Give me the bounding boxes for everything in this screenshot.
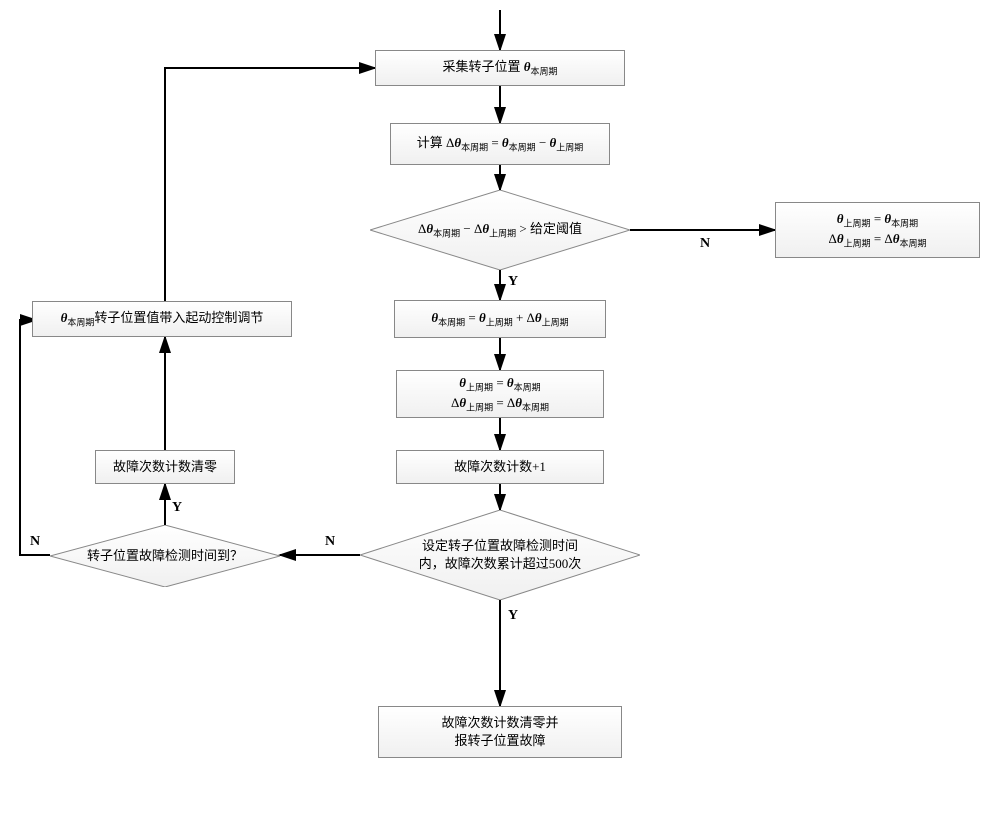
flow-decision-d1: Δθ本周期 − Δθ上周期 > 给定阈值 <box>370 190 630 270</box>
node-text: θ本周期转子位置值带入起动控制调节 <box>61 309 264 329</box>
edge-label-n_d1: N <box>700 236 710 252</box>
flow-decision-d2: 设定转子位置故障检测时间内，故障次数累计超过500次 <box>360 510 640 600</box>
flow-decision-d3: 转子位置故障检测时间到？ <box>50 525 280 587</box>
connector <box>20 320 50 555</box>
edge-label-y3: Y <box>172 500 182 516</box>
flow-node-n8: 故障次数计数清零 <box>95 450 235 484</box>
edge-label-y2: Y <box>508 608 518 624</box>
node-text: 故障次数计数+1 <box>454 458 546 476</box>
edge-label-n_d2: N <box>325 534 335 550</box>
connector <box>165 68 375 301</box>
flow-node-n9: θ本周期转子位置值带入起动控制调节 <box>32 301 292 337</box>
node-text: 采集转子位置 θ本周期 <box>442 58 557 78</box>
node-text: θ上周期 = θ本周期Δθ上周期 = Δθ本周期 <box>451 374 549 414</box>
node-text: 计算 Δθ本周期 = θ本周期 − θ上周期 <box>417 134 584 154</box>
node-text: 故障次数计数清零 <box>113 458 217 476</box>
edge-label-n_d3: N <box>30 534 40 550</box>
flow-node-n3: θ本周期 = θ上周期 + Δθ上周期 <box>394 300 606 338</box>
flow-node-n4: θ上周期 = θ本周期Δθ上周期 = Δθ本周期 <box>396 370 604 418</box>
decision-text: 转子位置故障检测时间到？ <box>67 547 263 565</box>
edge-label-y1: Y <box>508 274 518 290</box>
flow-node-n1: 采集转子位置 θ本周期 <box>375 50 625 86</box>
decision-text: 设定转子位置故障检测时间内，故障次数累计超过500次 <box>399 537 602 573</box>
flow-node-n7: θ上周期 = θ本周期Δθ上周期 = Δθ本周期 <box>775 202 980 258</box>
flow-node-n5: 故障次数计数+1 <box>396 450 604 484</box>
flow-node-n2: 计算 Δθ本周期 = θ本周期 − θ上周期 <box>390 123 610 165</box>
node-text: 故障次数计数清零并报转子位置故障 <box>441 714 558 750</box>
decision-text: Δθ本周期 − Δθ上周期 > 给定阈值 <box>398 220 602 240</box>
flow-node-n6: 故障次数计数清零并报转子位置故障 <box>378 706 622 758</box>
node-text: θ本周期 = θ上周期 + Δθ上周期 <box>431 309 568 329</box>
node-text: θ上周期 = θ本周期Δθ上周期 = Δθ本周期 <box>828 210 926 250</box>
